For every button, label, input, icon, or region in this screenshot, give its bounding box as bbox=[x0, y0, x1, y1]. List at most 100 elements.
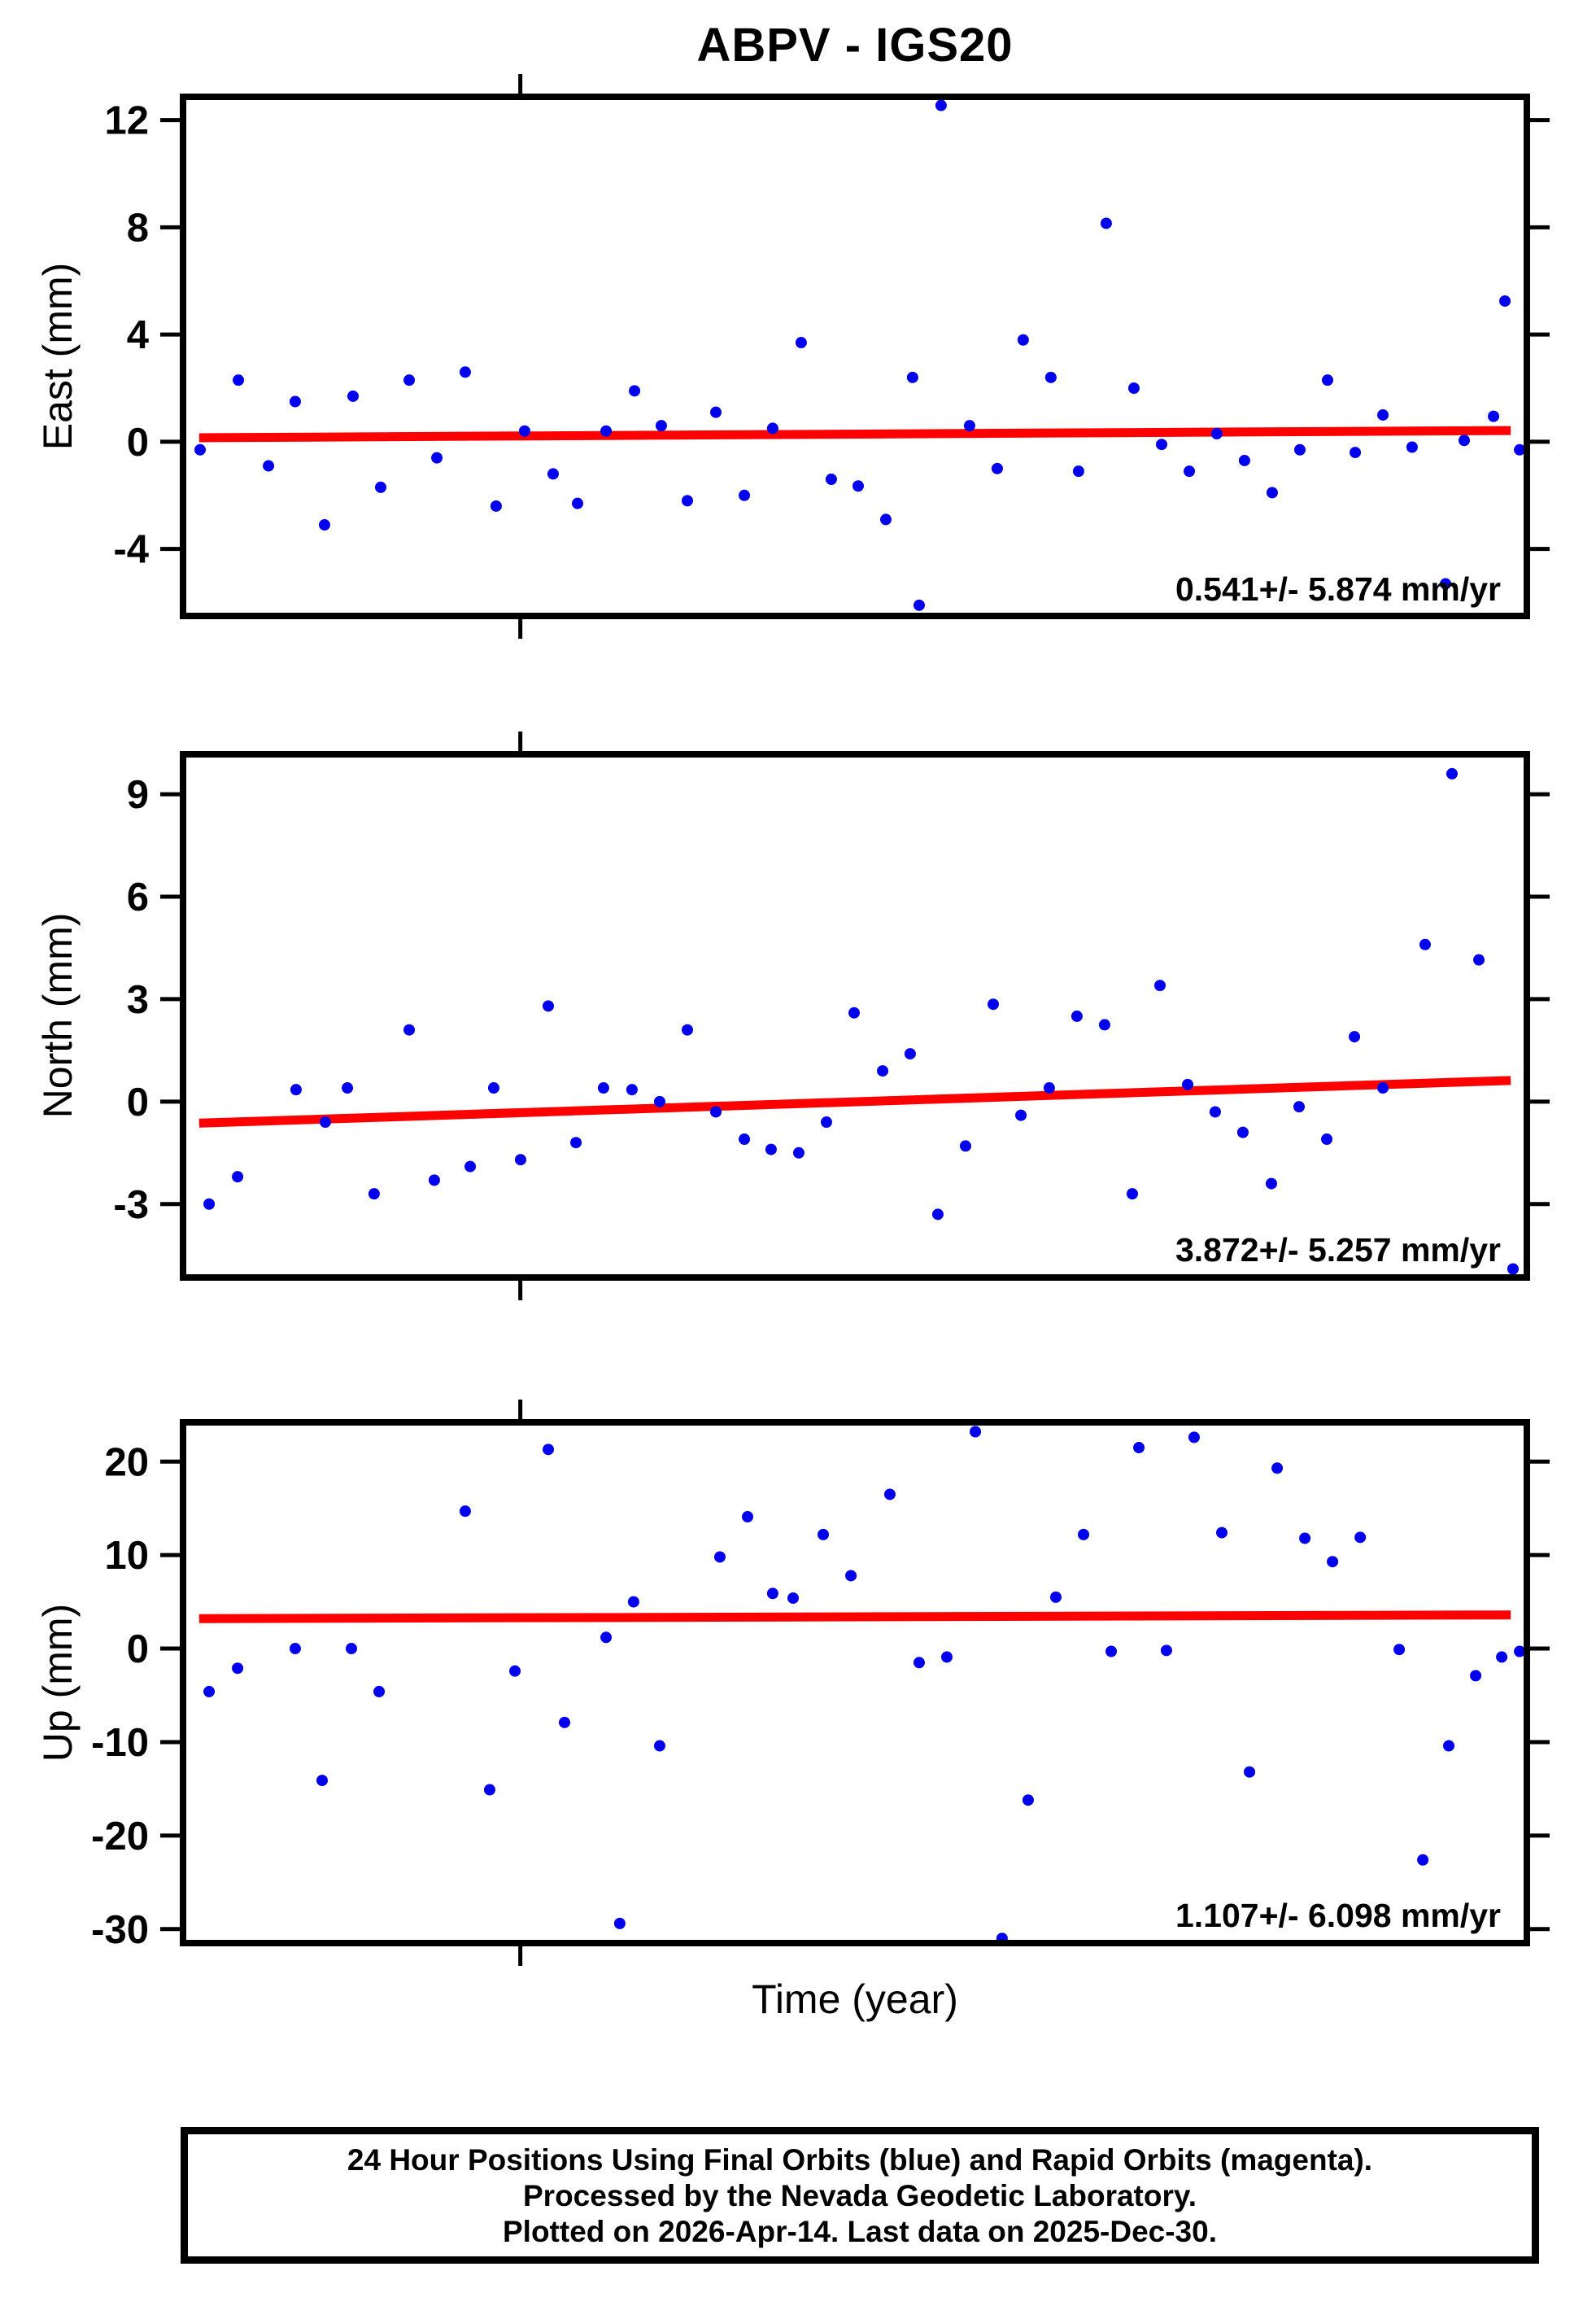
y-tick-label: 0 bbox=[127, 1627, 149, 1671]
data-point bbox=[935, 99, 947, 111]
data-point bbox=[877, 1065, 889, 1077]
data-point bbox=[514, 1154, 526, 1166]
panel-frame bbox=[180, 94, 1530, 619]
data-point bbox=[1293, 1101, 1305, 1113]
data-point bbox=[289, 395, 301, 408]
data-point bbox=[1236, 1126, 1249, 1138]
data-point bbox=[233, 374, 245, 387]
caption-line-1: 24 Hour Positions Using Final Orbits (bl… bbox=[347, 2143, 1373, 2177]
data-point bbox=[1154, 980, 1166, 992]
data-point bbox=[1043, 1082, 1055, 1094]
data-point bbox=[1209, 1106, 1221, 1118]
data-point bbox=[766, 422, 778, 435]
data-point bbox=[739, 489, 751, 501]
data-point bbox=[629, 385, 641, 397]
y-tick-label: 8 bbox=[127, 206, 149, 250]
data-point bbox=[1022, 1794, 1034, 1806]
data-point bbox=[904, 1048, 916, 1060]
up-panel: 20 10 0 -10 -20 -30 Up (mm) 1.107+/- 6.098 mm… bbox=[35, 1400, 1550, 1966]
data-point bbox=[852, 480, 864, 492]
up-axes: 20 10 0 -10 -20 -30 bbox=[91, 1400, 1550, 1966]
data-point bbox=[600, 1631, 613, 1644]
data-point bbox=[459, 366, 471, 378]
data-point bbox=[403, 374, 416, 387]
y-tick-label: 12 bbox=[104, 99, 149, 143]
east-axes: 12 8 4 0 -4 bbox=[104, 74, 1550, 639]
data-point bbox=[1488, 410, 1500, 422]
data-point bbox=[1044, 371, 1057, 383]
data-point bbox=[289, 1643, 301, 1655]
data-point bbox=[845, 1570, 857, 1582]
data-point bbox=[318, 519, 330, 531]
data-point bbox=[373, 1685, 386, 1697]
data-point bbox=[1133, 1442, 1145, 1454]
data-point bbox=[347, 390, 359, 402]
data-point bbox=[459, 1505, 471, 1518]
data-point bbox=[518, 425, 530, 437]
data-point bbox=[883, 1488, 896, 1500]
data-point bbox=[1015, 1109, 1027, 1121]
data-point bbox=[1238, 454, 1250, 466]
data-point bbox=[572, 497, 584, 509]
data-point bbox=[194, 443, 206, 456]
data-point bbox=[1210, 428, 1223, 440]
data-point bbox=[368, 1188, 380, 1200]
data-point bbox=[431, 452, 443, 464]
up-trend-annotation: 1.107+/- 6.098 mm/yr bbox=[1175, 1897, 1501, 1934]
y-tick-label: 9 bbox=[127, 773, 149, 817]
north-axis-title: North (mm) bbox=[35, 913, 81, 1119]
data-point bbox=[681, 495, 693, 507]
trend-line bbox=[198, 1076, 1511, 1128]
y-tick-label: -10 bbox=[91, 1721, 149, 1765]
y-tick-label: 0 bbox=[127, 421, 149, 465]
data-point bbox=[1496, 1651, 1508, 1663]
data-point bbox=[203, 1198, 216, 1210]
data-point bbox=[1514, 443, 1526, 456]
data-point bbox=[547, 468, 559, 480]
caption-box: 24 Hour Positions Using Final Orbits (bl… bbox=[181, 2127, 1539, 2264]
data-point bbox=[1322, 374, 1334, 387]
data-point bbox=[1078, 1528, 1090, 1540]
y-tick-label: -4 bbox=[113, 528, 149, 572]
north-axes: 9 6 3 0 -3 bbox=[113, 732, 1550, 1300]
data-point bbox=[739, 1133, 751, 1146]
data-point bbox=[818, 1528, 830, 1540]
data-point bbox=[1393, 1644, 1406, 1656]
data-point bbox=[765, 1143, 777, 1155]
data-point bbox=[913, 599, 925, 611]
data-point bbox=[487, 1082, 499, 1094]
data-point bbox=[825, 474, 837, 486]
data-point bbox=[710, 406, 722, 418]
y-tick-label: -3 bbox=[113, 1183, 149, 1227]
data-point bbox=[1507, 1263, 1519, 1275]
data-point bbox=[613, 1917, 626, 1929]
data-point bbox=[1446, 767, 1458, 780]
data-point bbox=[879, 513, 892, 526]
data-point bbox=[1293, 443, 1306, 456]
north-trend-annotation: 3.872+/- 5.257 mm/yr bbox=[1175, 1231, 1501, 1269]
trend-line bbox=[198, 1610, 1511, 1623]
data-point bbox=[963, 420, 975, 432]
data-point bbox=[848, 1007, 861, 1019]
data-point bbox=[787, 1592, 800, 1605]
data-point bbox=[543, 1443, 555, 1456]
y-tick-label: -30 bbox=[91, 1908, 149, 1952]
page-title: ABPV - IGS20 bbox=[696, 19, 1014, 72]
caption-line-3: Plotted on 2026-Apr-14. Last data on 202… bbox=[503, 2215, 1217, 2248]
data-point bbox=[795, 337, 807, 349]
data-point bbox=[1049, 1591, 1062, 1603]
data-point bbox=[655, 420, 667, 432]
data-point bbox=[597, 1082, 609, 1094]
data-point bbox=[959, 1140, 971, 1152]
data-point bbox=[1265, 1177, 1277, 1190]
data-point bbox=[203, 1685, 216, 1697]
data-point bbox=[1098, 1019, 1110, 1031]
data-point bbox=[742, 1511, 754, 1523]
y-tick-label: -20 bbox=[91, 1815, 149, 1858]
data-point bbox=[1349, 1031, 1361, 1043]
data-point bbox=[1321, 1133, 1333, 1146]
data-point bbox=[464, 1160, 477, 1173]
y-tick-label: 3 bbox=[127, 978, 149, 1022]
